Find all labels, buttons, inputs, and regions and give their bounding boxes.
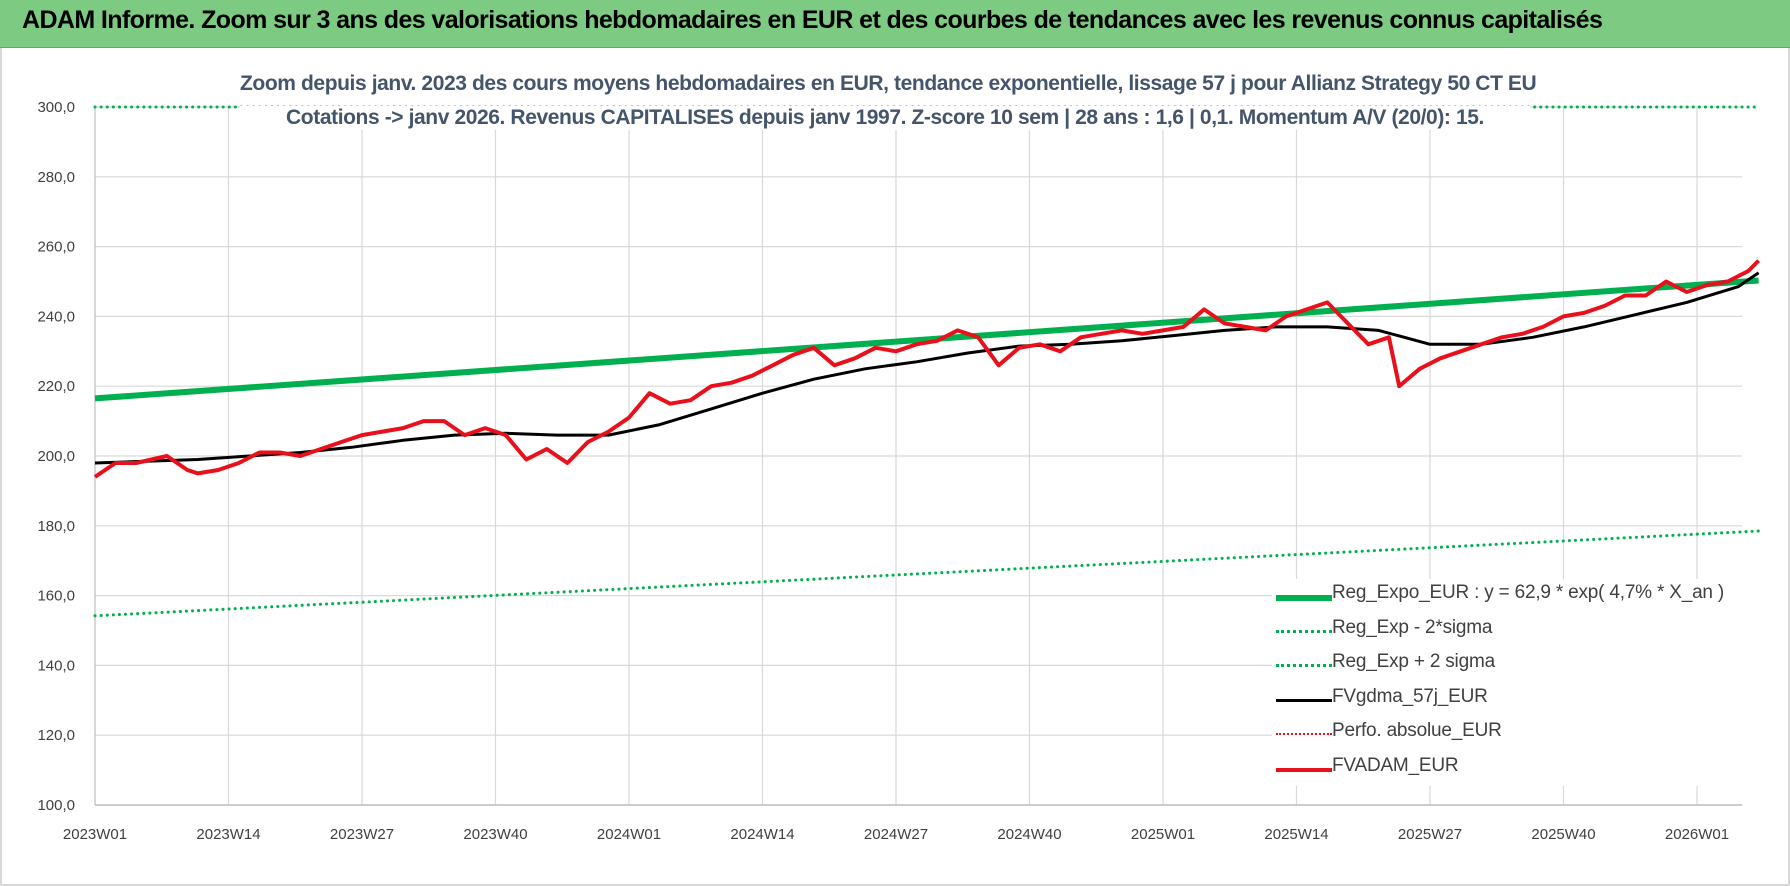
legend-label: Perfo. absolue_EUR bbox=[1332, 720, 1502, 741]
x-tick-label: 2025W14 bbox=[1264, 826, 1328, 843]
legend-item: FVADAM_EUR bbox=[1272, 752, 1742, 787]
legend-swatch bbox=[1276, 664, 1332, 667]
y-tick-label: 300,0 bbox=[37, 99, 75, 116]
x-tick-label: 2024W14 bbox=[730, 826, 794, 843]
series-line-0 bbox=[94, 277, 1759, 402]
x-tick-label: 2024W01 bbox=[597, 826, 661, 843]
legend-item: Reg_Exp + 2 sigma bbox=[1272, 648, 1742, 683]
x-tick-label: 2023W01 bbox=[63, 826, 127, 843]
y-tick-label: 200,0 bbox=[37, 448, 75, 465]
y-tick-label: 160,0 bbox=[37, 588, 75, 605]
x-tick-label: 2023W40 bbox=[463, 826, 527, 843]
legend-swatch bbox=[1276, 767, 1332, 772]
x-tick-label: 2026W01 bbox=[1665, 826, 1729, 843]
legend-label: Reg_Expo_EUR : y = 62,9 * exp( 4,7% * X_… bbox=[1332, 582, 1725, 603]
y-tick-label: 100,0 bbox=[37, 797, 75, 814]
y-tick-label: 220,0 bbox=[37, 378, 75, 395]
y-tick-label: 240,0 bbox=[37, 308, 75, 325]
x-tick-label: 2023W27 bbox=[330, 826, 394, 843]
x-tick-label: 2023W14 bbox=[196, 826, 260, 843]
legend-item: Reg_Exp - 2*sigma bbox=[1272, 614, 1742, 649]
legend-item: FVgdma_57j_EUR bbox=[1272, 683, 1742, 718]
legend-swatch bbox=[1276, 698, 1332, 702]
x-tick-label: 2024W27 bbox=[864, 826, 928, 843]
y-tick-label: 260,0 bbox=[37, 239, 75, 256]
legend-item: Perfo. absolue_EUR bbox=[1272, 717, 1742, 752]
y-axis: 100,0 120,0 140,0 160,0 180,0 200,0 220,0 240,0… bbox=[37, 99, 96, 814]
chart-title-line-2: Cotations -> janv 2026. Revenus CAPITALI… bbox=[240, 106, 1530, 130]
x-tick-label: 2024W40 bbox=[997, 826, 1061, 843]
report-banner: ADAM Informe. Zoom sur 3 ans des valoris… bbox=[0, 0, 1790, 48]
legend-label: Reg_Exp + 2 sigma bbox=[1332, 651, 1495, 672]
x-axis: 2023W01 2023W14 2023W27 2023W40 2024W01 2024W… bbox=[63, 804, 1742, 843]
y-tick-label: 180,0 bbox=[37, 518, 75, 535]
x-tick-label: 2025W40 bbox=[1531, 826, 1595, 843]
legend-swatch bbox=[1276, 595, 1332, 601]
series-line-3 bbox=[94, 271, 1760, 465]
x-tick-label: 2025W01 bbox=[1131, 826, 1195, 843]
y-tick-label: 280,0 bbox=[37, 169, 75, 186]
y-tick-label: 140,0 bbox=[37, 657, 75, 674]
legend-item: Reg_Expo_EUR : y = 62,9 * exp( 4,7% * X_… bbox=[1272, 579, 1742, 614]
series-layer bbox=[93, 105, 1761, 618]
series-line-5 bbox=[93, 259, 1761, 479]
chart-legend: Reg_Expo_EUR : y = 62,9 * exp( 4,7% * X_… bbox=[1272, 579, 1742, 786]
x-tick-label: 2025W27 bbox=[1398, 826, 1462, 843]
report-title: ADAM Informe. Zoom sur 3 ans des valoris… bbox=[22, 6, 1603, 34]
legend-label: Reg_Exp - 2*sigma bbox=[1332, 616, 1493, 638]
legend-swatch bbox=[1276, 733, 1332, 735]
legend-label: FVADAM_EUR bbox=[1332, 754, 1459, 776]
chart-title-line-1: Zoom depuis janv. 2023 des cours moyens … bbox=[240, 72, 1537, 96]
chart-frame bbox=[0, 48, 1790, 886]
legend-label: FVgdma_57j_EUR bbox=[1332, 685, 1488, 707]
legend-swatch bbox=[1276, 629, 1332, 633]
y-tick-label: 120,0 bbox=[37, 727, 75, 744]
